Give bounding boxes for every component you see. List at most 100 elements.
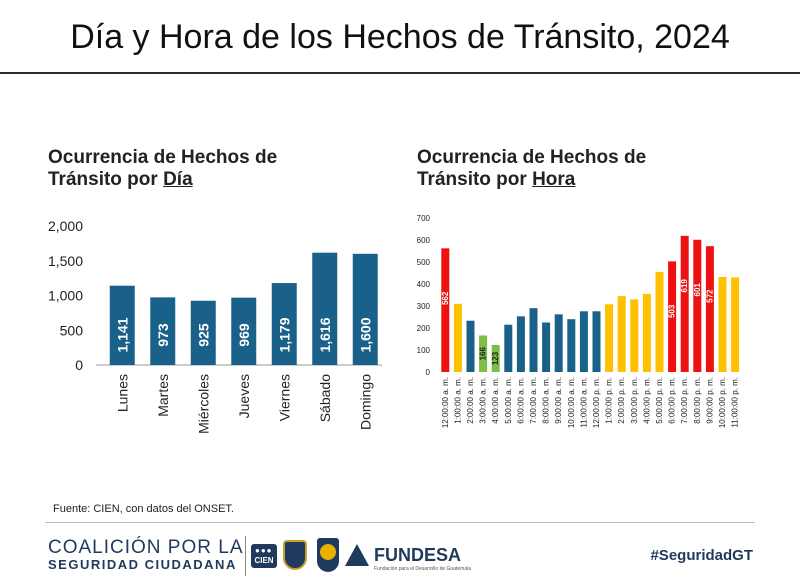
bar <box>642 293 651 372</box>
x-tick-label: Viernes <box>276 374 292 421</box>
y-tick-label: 500 <box>60 322 84 338</box>
bar <box>693 239 702 372</box>
cien-logo-dots: ●●● <box>255 546 273 555</box>
data-label: 166 <box>479 347 488 361</box>
x-tick-label: 3:00:00 p. m. <box>630 377 639 424</box>
x-tick-label: 12:00:00 p. m. <box>592 377 601 428</box>
bar <box>554 314 563 372</box>
x-tick-label: 7:00:00 a. m. <box>529 377 538 424</box>
police-badge-icon <box>317 538 339 572</box>
bar <box>109 285 135 365</box>
y-tick-label: 1,000 <box>48 288 83 304</box>
x-tick-label: 6:00:00 a. m. <box>516 377 525 424</box>
page-title: Día y Hora de los Hechos de Tránsito, 20… <box>70 18 730 56</box>
bar <box>352 253 378 365</box>
data-label: 925 <box>195 323 211 347</box>
y-tick-label: 2,000 <box>48 218 83 234</box>
bar <box>617 296 626 372</box>
y-tick-label: 0 <box>75 357 83 373</box>
bar <box>516 316 525 372</box>
x-tick-label: 2:00:00 p. m. <box>617 377 626 424</box>
x-tick-label: 10:00:00 a. m. <box>567 377 576 428</box>
x-tick-label: 10:00:00 p. m. <box>718 377 727 428</box>
coalition-logo-line2: SEGURIDAD CIUDADANA <box>48 557 237 572</box>
day-chart-title: Ocurrencia de Hechos de Tránsito por Día <box>48 147 277 191</box>
x-tick-label: 9:00:00 a. m. <box>554 377 563 424</box>
bar <box>579 311 588 372</box>
x-tick-label: Sábado <box>317 374 333 422</box>
y-tick-label: 0 <box>426 368 431 377</box>
y-tick-label: 700 <box>417 214 431 223</box>
y-tick-label: 300 <box>417 302 431 311</box>
hour-chart-title-line1: Ocurrencia de Hechos de <box>417 147 647 168</box>
bar <box>668 261 677 372</box>
x-tick-label: 4:00:00 p. m. <box>642 377 651 424</box>
y-tick-label: 400 <box>417 280 431 289</box>
bar <box>491 344 500 372</box>
x-tick-label: 1:00:00 a. m. <box>453 377 462 424</box>
data-label: 601 <box>693 283 702 297</box>
bar <box>150 297 176 365</box>
bar <box>718 276 727 372</box>
y-tick-label: 100 <box>417 346 431 355</box>
title-bar: Día y Hora de los Hechos de Tránsito, 20… <box>0 0 800 74</box>
bar <box>479 335 488 372</box>
day-chart-title-underlined: Día <box>163 169 193 190</box>
x-tick-label: Lunes <box>114 374 130 412</box>
hashtag: #SeguridadGT <box>650 547 753 564</box>
data-label: 1,600 <box>357 317 373 352</box>
data-label: 1,179 <box>276 317 292 352</box>
day-chart-title-prefix: Tránsito por <box>48 169 164 190</box>
hour-chart-title: Ocurrencia de Hechos de Tránsito por Hor… <box>417 147 646 191</box>
y-tick-label: 500 <box>417 258 431 267</box>
data-label: 973 <box>155 323 171 347</box>
data-label: 969 <box>236 323 252 347</box>
bar <box>453 303 462 372</box>
bar <box>504 324 513 372</box>
x-tick-label: 3:00:00 a. m. <box>479 377 488 424</box>
day-chart-title-line1: Ocurrencia de Hechos de <box>48 147 278 168</box>
fundesa-tagline: Fundación para el Desarrollo de Guatemal… <box>374 566 471 572</box>
bar <box>705 246 714 372</box>
hour-chart-title-line2: Tránsito por Hora <box>417 169 646 191</box>
data-label: 619 <box>680 279 689 293</box>
logo-separator <box>245 536 246 576</box>
data-label: 123 <box>491 351 500 365</box>
cien-logo: ●●● CIEN <box>251 544 277 568</box>
bar <box>655 271 664 372</box>
bar <box>190 300 216 365</box>
bar <box>592 311 601 372</box>
data-label: 562 <box>441 291 450 305</box>
bar <box>567 319 576 372</box>
cien-logo-text: CIEN <box>254 556 274 565</box>
badge-star-icon <box>320 544 336 560</box>
day-bar-chart: 0 500 1,000 1,500 2,000 1,141 Lunes 973 Martes 92… <box>48 218 382 434</box>
shield-logo-icon <box>283 540 307 570</box>
x-tick-label: 9:00:00 p. m. <box>705 377 714 424</box>
bar <box>529 308 538 372</box>
x-tick-label: 2:00:00 a. m. <box>466 377 475 424</box>
data-label: 1,616 <box>317 317 333 352</box>
bar <box>231 297 257 365</box>
bar <box>312 252 338 365</box>
x-tick-label: Martes <box>155 374 171 417</box>
x-tick-label: 11:00:00 a. m. <box>579 377 588 428</box>
bar <box>542 322 551 372</box>
x-tick-label: Jueves <box>236 374 252 418</box>
x-tick-label: 12:00:00 a. m. <box>441 377 450 428</box>
data-label: 1,141 <box>114 317 130 352</box>
x-tick-label: 1:00:00 p. m. <box>605 377 614 424</box>
y-tick-label: 1,500 <box>48 253 83 269</box>
bar <box>680 235 689 372</box>
data-label: 572 <box>705 289 714 303</box>
source-note: Fuente: CIEN, con datos del ONSET. <box>53 503 234 515</box>
x-tick-label: 11:00:00 p. m. <box>731 377 740 428</box>
fundesa-mark-icon <box>345 544 369 566</box>
bar <box>630 299 639 372</box>
footer-divider <box>45 522 755 523</box>
bar <box>605 304 614 372</box>
hour-chart-title-prefix: Tránsito por <box>417 169 533 190</box>
x-tick-label: 8:00:00 a. m. <box>542 377 551 424</box>
x-tick-label: 6:00:00 p. m. <box>668 377 677 424</box>
